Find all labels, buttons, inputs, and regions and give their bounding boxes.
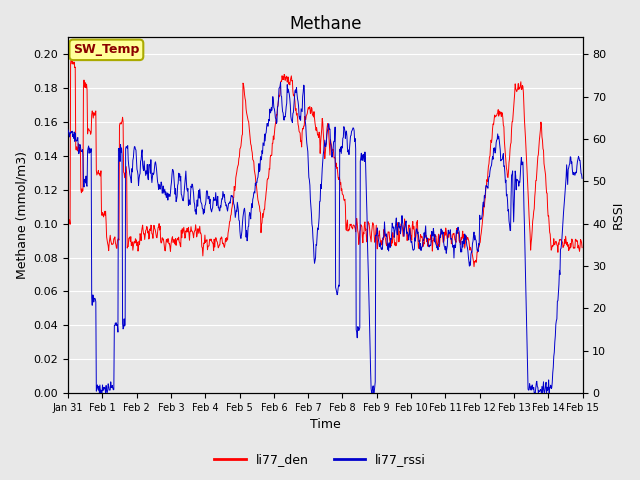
X-axis label: Time: Time [310, 419, 340, 432]
Y-axis label: Methane (mmol/m3): Methane (mmol/m3) [15, 151, 28, 279]
Title: Methane: Methane [289, 15, 362, 33]
Y-axis label: RSSI: RSSI [612, 201, 625, 229]
Legend: li77_den, li77_rssi: li77_den, li77_rssi [209, 448, 431, 471]
Text: SW_Temp: SW_Temp [73, 43, 140, 56]
